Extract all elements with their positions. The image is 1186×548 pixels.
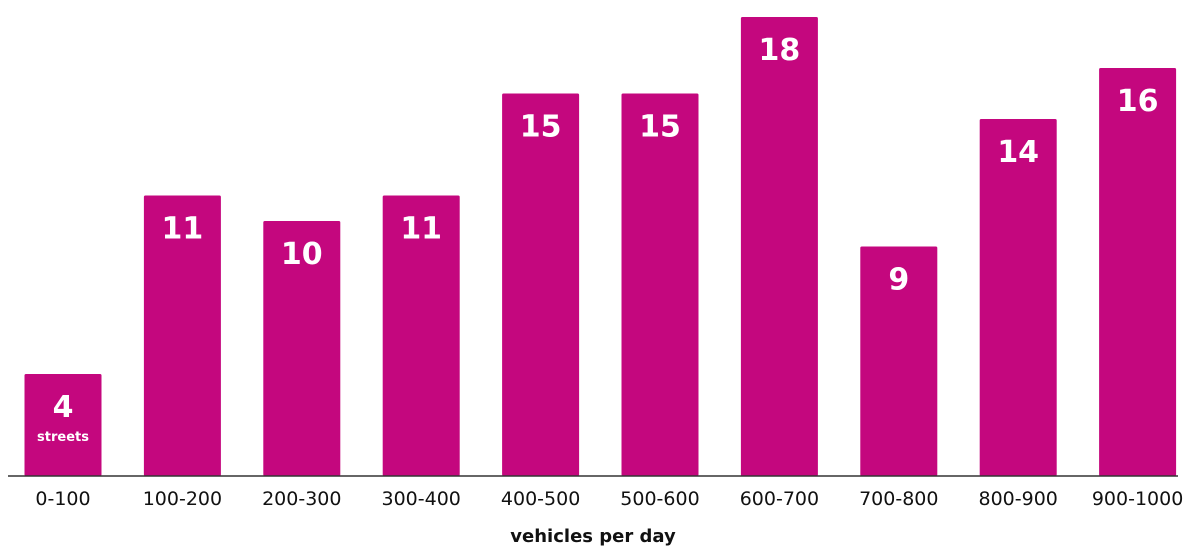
unit-label: streets <box>37 430 89 445</box>
x-tick-label-100-200: 100-200 <box>143 488 222 510</box>
bar-100-200 <box>143 195 221 476</box>
bar-800-900 <box>979 119 1057 476</box>
value-label-400-500: 15 <box>520 110 562 145</box>
value-label-600-700: 18 <box>759 33 801 68</box>
value-label-300-400: 11 <box>400 212 442 247</box>
bar-500-600 <box>621 93 699 476</box>
x-tick-label-900-1000: 900-1000 <box>1092 488 1183 510</box>
value-label-0-100: 4 <box>53 390 74 425</box>
bar-600-700 <box>740 17 818 476</box>
bar-400-500 <box>502 93 580 476</box>
x-tick-label-800-900: 800-900 <box>979 488 1058 510</box>
value-label-200-300: 10 <box>281 237 323 272</box>
x-tick-label-600-700: 600-700 <box>740 488 819 510</box>
bar-300-400 <box>382 195 460 476</box>
value-label-100-200: 11 <box>162 212 204 247</box>
value-label-900-1000: 16 <box>1117 84 1159 119</box>
x-tick-label-700-800: 700-800 <box>859 488 938 510</box>
x-tick-label-200-300: 200-300 <box>262 488 341 510</box>
x-tick-label-500-600: 500-600 <box>620 488 699 510</box>
bar-900-1000 <box>1099 68 1177 476</box>
bar-700-800 <box>860 246 938 476</box>
value-label-700-800: 9 <box>888 263 909 298</box>
x-tick-label-300-400: 300-400 <box>382 488 461 510</box>
x-tick-label-400-500: 400-500 <box>501 488 580 510</box>
value-label-500-600: 15 <box>639 110 681 145</box>
value-label-800-900: 14 <box>997 135 1039 170</box>
bar-200-300 <box>263 221 341 476</box>
value-labels-layer: 4 streets 11 10 11 15 15 18 9 14 16 <box>37 33 1158 445</box>
bar-0-100 <box>24 374 102 476</box>
x-axis-title: vehicles per day <box>510 526 676 547</box>
bars-layer <box>24 17 1177 476</box>
x-tick-label-0-100: 0-100 <box>35 488 90 510</box>
x-tick-labels-layer: 0-100 100-200 200-300 300-400 400-500 500-600… <box>35 488 1183 510</box>
